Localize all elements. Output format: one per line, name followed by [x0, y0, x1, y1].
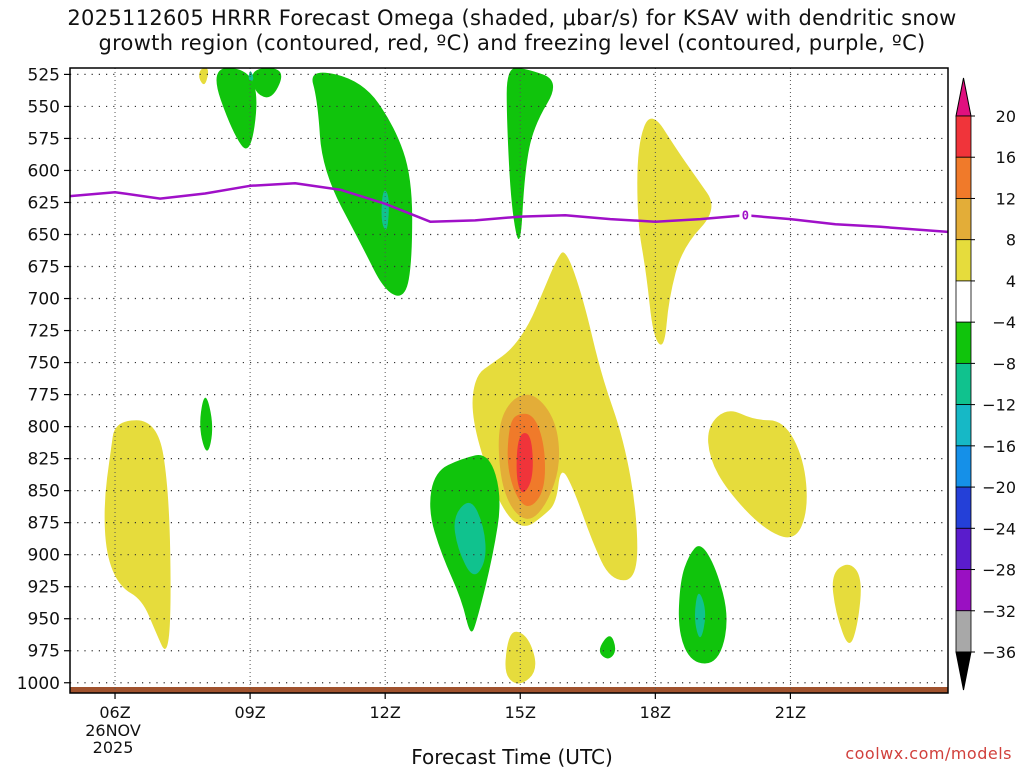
colorbar-label: 4	[1006, 272, 1016, 291]
colorbar-bin	[955, 445, 972, 488]
omega-region-yellow-06z	[104, 420, 171, 649]
colorbar-label: −12	[982, 396, 1016, 415]
colorbar-bin	[955, 362, 972, 406]
y-tick-label: 675	[28, 258, 60, 278]
grid-layer	[70, 68, 948, 693]
colorbar-bin	[955, 486, 972, 529]
omega-region-green-1000-band	[312, 72, 413, 296]
colorbar-bin	[955, 527, 972, 570]
colorbar-bottom-arrow	[955, 651, 972, 691]
omega-region-yellow-22z	[832, 564, 861, 644]
colorbar-label: −28	[982, 561, 1016, 580]
y-tick-label: 850	[28, 482, 60, 502]
colorbar-bin	[955, 569, 972, 612]
colorbar-label: 12	[996, 189, 1016, 208]
colorbar-bin	[955, 115, 972, 158]
y-tick-label: 775	[28, 386, 60, 406]
y-tick-label: 950	[28, 610, 60, 630]
y-tick-label: 875	[28, 514, 60, 534]
omega-region-yellow-15z-main	[472, 252, 638, 581]
y-tick-label: 750	[28, 354, 60, 374]
y-tick-label: 925	[28, 578, 60, 598]
colorbar-bin	[955, 156, 972, 199]
colorbar-label: −16	[982, 437, 1016, 456]
omega-shading-layer	[104, 68, 861, 684]
colorbar-label: −32	[982, 602, 1016, 621]
omega-region-teal-12z	[381, 190, 389, 230]
omega-region-teal-top-left	[248, 71, 254, 81]
freezing-level-line	[69, 182, 949, 234]
colorbar-bin	[955, 404, 972, 447]
plot-frame	[69, 67, 949, 694]
omega-region-green-17z-small	[599, 636, 616, 659]
colorbar-bin	[955, 198, 972, 241]
freezing-level-layer: 0	[69, 182, 949, 234]
colorbar-label: 16	[996, 148, 1016, 167]
colorbar-label: −8	[992, 354, 1016, 373]
omega-region-red-15z	[516, 433, 533, 493]
y-tick-label: 625	[28, 193, 60, 213]
freezing-label-bg	[739, 207, 752, 222]
y-tick-label: 575	[28, 129, 60, 149]
x-tick-label: 12Z	[370, 703, 401, 722]
colorbar-bin	[955, 280, 972, 323]
omega-region-yellow-15z-bottom	[505, 631, 536, 684]
y-tick-label: 700	[28, 290, 60, 310]
y-tick-label: 900	[28, 546, 60, 566]
omega-region-green-top-left	[216, 68, 257, 149]
y-tick-label: 975	[28, 642, 60, 662]
colorbar-label: −24	[982, 519, 1016, 538]
colorbar-label: 20	[996, 107, 1016, 126]
x-tick-sublabel: 26NOV	[85, 721, 141, 740]
x-tick-label: 21Z	[775, 703, 806, 722]
ground-surface-layer	[70, 687, 948, 693]
x-tick-sublabel: 2025	[93, 738, 134, 757]
x-axis-title: Forecast Time (UTC)	[411, 745, 613, 769]
y-tick-label: 825	[28, 450, 60, 470]
chart-title-line1: 2025112605 HRRR Forecast Omega (shaded, …	[67, 6, 957, 30]
omega-region-teal-14z	[454, 502, 486, 575]
x-tick-label: 15Z	[505, 703, 536, 722]
omega-region-yellow-top-edge	[199, 68, 209, 85]
omega-region-yellow-18z	[637, 118, 712, 345]
y-tick-label: 600	[28, 161, 60, 181]
y-tick-label: 725	[28, 322, 60, 342]
site-credit: coolwx.com/models	[845, 744, 1012, 763]
omega-region-green-15z-column	[506, 68, 554, 240]
colorbar-label: −20	[982, 478, 1016, 497]
y-tick-label: 650	[28, 225, 60, 245]
colorbar-label: 8	[1006, 231, 1016, 250]
x-tick-label: 06Z	[99, 703, 130, 722]
y-tick-label: 800	[28, 418, 60, 438]
colorbar-bin	[955, 239, 972, 282]
x-tick-label: 18Z	[640, 703, 671, 722]
omega-region-yellow-21z	[708, 411, 807, 538]
chart-title-line2: growth region (contoured, red, ºC) and f…	[98, 31, 926, 55]
ground-surface-band	[70, 687, 948, 693]
colorbar-bin	[955, 321, 972, 364]
y-tick-label: 1000	[17, 674, 60, 694]
colorbar-label: −4	[992, 313, 1016, 332]
colorbar-bin	[955, 610, 972, 653]
colorbar-label: −36	[982, 643, 1016, 662]
omega-region-teal-19z	[694, 593, 706, 638]
axes-layer: 525 550 575 600 625 650 675 700 725 750 775 800 825 8…	[17, 65, 949, 757]
y-tick-label: 525	[28, 65, 60, 85]
colorbar-top-arrow	[955, 77, 972, 117]
x-tick-label: 09Z	[234, 703, 265, 722]
freezing-level-label: 0	[742, 208, 749, 222]
y-tick-label: 550	[28, 97, 60, 117]
omega-region-green-08z	[200, 397, 213, 451]
colorbar: 20 16 12 8 4 −4 −8 −12 −16 −20 −24 −28 −32 −36	[955, 77, 1016, 691]
omega-region-green-top-left-small	[252, 68, 282, 98]
